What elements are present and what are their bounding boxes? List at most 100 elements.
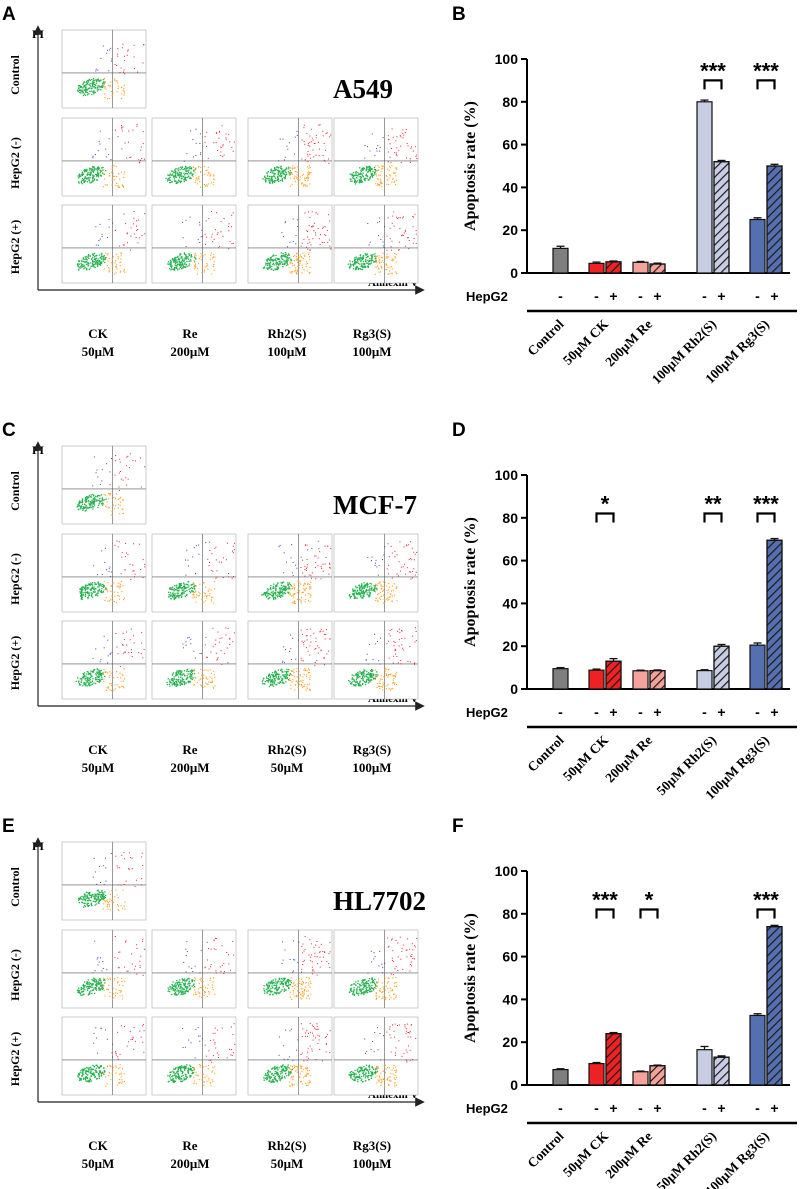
cell-dot: [310, 587, 312, 589]
cell-dot: [189, 165, 191, 168]
cell-dot: [197, 179, 199, 181]
cell-dot: [81, 678, 83, 680]
cell-dot: [116, 676, 118, 678]
cell-dot: [354, 267, 357, 269]
cell-dot: [200, 668, 202, 670]
cell-dot: [95, 263, 97, 265]
cell-dot: [105, 156, 107, 158]
cell-dot: [121, 854, 123, 856]
cell-dot: [271, 255, 274, 257]
cell-dot: [99, 169, 101, 172]
cell-dot: [95, 80, 97, 82]
cell-dot: [278, 676, 280, 678]
cell-dot: [127, 970, 129, 972]
cell-dot: [103, 494, 105, 496]
cell-dot: [217, 232, 219, 234]
cell-dot: [111, 899, 113, 902]
cell-dot: [107, 639, 109, 641]
cell-dot: [382, 245, 384, 247]
cell-dot: [308, 272, 310, 274]
cell-dot: [355, 261, 357, 264]
cell-dot: [103, 865, 105, 867]
cell-dot: [286, 254, 289, 257]
cell-dot: [411, 559, 413, 561]
cell-dot: [181, 987, 184, 989]
cell-dot: [99, 899, 102, 901]
cell-dot: [231, 146, 233, 148]
cell-dot: [298, 260, 300, 262]
cell-dot: [366, 586, 368, 588]
cell-dot: [188, 681, 190, 684]
cell-dot: [308, 239, 310, 241]
cell-dot: [124, 858, 126, 860]
cell-dot: [188, 670, 190, 673]
cell-dot: [290, 674, 292, 676]
cell-dot: [299, 262, 301, 265]
cell-dot: [120, 584, 122, 586]
cell-dot: [349, 178, 351, 180]
cell-dot: [284, 255, 286, 257]
cell-dot: [119, 991, 121, 993]
cell-dot: [77, 177, 80, 179]
cell-dot: [278, 160, 280, 162]
cell-dot: [186, 979, 188, 981]
cell-dot: [272, 596, 274, 598]
cell-dot: [300, 680, 302, 682]
cell-dot: [99, 583, 101, 585]
cell-dot: [362, 266, 364, 268]
cell-dot: [297, 226, 299, 228]
cell-dot: [82, 673, 85, 676]
cell-dot: [97, 592, 99, 595]
cell-dot: [298, 677, 300, 679]
cell-dot: [130, 156, 132, 158]
cell-dot: [289, 170, 291, 172]
cell-dot: [356, 266, 359, 269]
cell-dot: [80, 988, 82, 990]
cell-dot: [78, 991, 81, 993]
cell-dot: [97, 69, 99, 71]
cell-dot: [96, 890, 99, 892]
cell-dot: [191, 583, 194, 585]
cell-dot: [106, 98, 108, 100]
cell-dot: [113, 497, 115, 499]
cell-dot: [379, 217, 381, 219]
cell-dot: [85, 680, 87, 682]
cell-dot: [122, 479, 124, 481]
cell-dot: [180, 993, 182, 996]
cell-dot: [197, 263, 200, 265]
cell-dot: [271, 172, 274, 174]
cell-dot: [352, 177, 354, 179]
cell-dot: [280, 261, 283, 263]
cell-dot: [275, 589, 277, 591]
cell-dot: [176, 981, 178, 984]
cell-dot: [404, 230, 406, 232]
cell-dot: [379, 178, 382, 180]
cell-dot: [359, 586, 361, 588]
cell-dot: [99, 977, 101, 980]
cell-dot: [122, 644, 124, 646]
cell-dot: [204, 685, 206, 687]
cell-dot: [302, 559, 304, 561]
cell-dot: [168, 594, 170, 596]
cell-dot: [197, 239, 199, 241]
cell-dot: [138, 543, 140, 545]
cell-dot: [103, 903, 105, 905]
cell-dot: [283, 255, 286, 258]
cell-dot: [198, 679, 200, 681]
cell-dot: [365, 257, 367, 259]
cell-dot: [360, 260, 362, 263]
column-label-dose: 50μM: [82, 760, 115, 775]
cell-dot: [198, 176, 200, 178]
cell-dot: [292, 561, 294, 563]
cell-dot: [354, 684, 356, 687]
cell-dot: [310, 157, 312, 159]
cell-dot: [177, 684, 179, 686]
cell-dot: [192, 173, 194, 175]
cell-dot: [194, 585, 196, 587]
cell-dot: [270, 594, 273, 596]
cell-dot: [94, 871, 96, 873]
cell-dot: [190, 167, 193, 169]
cell-dot: [93, 502, 95, 504]
cell-dot: [372, 170, 374, 173]
cell-dot: [383, 262, 385, 264]
